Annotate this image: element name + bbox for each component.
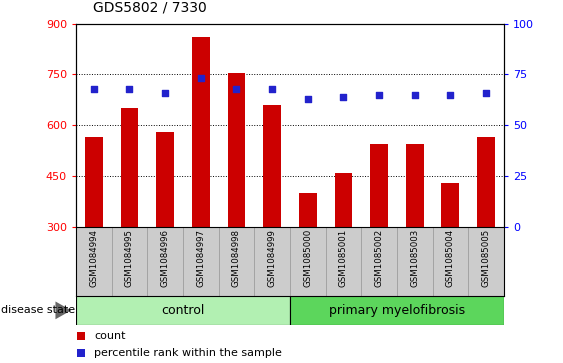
Point [125, 86, 134, 91]
Bar [263, 105, 281, 227]
Text: GSM1084998: GSM1084998 [232, 229, 241, 287]
Point [196, 76, 205, 81]
Point [339, 94, 348, 100]
Point [410, 92, 419, 98]
Text: GSM1084999: GSM1084999 [267, 229, 276, 287]
Bar [148, 227, 183, 296]
Bar [441, 183, 459, 227]
Bar [406, 144, 423, 227]
Text: GSM1085000: GSM1085000 [303, 229, 312, 287]
Text: GSM1085001: GSM1085001 [339, 229, 348, 287]
Bar [290, 296, 504, 325]
Bar [183, 227, 218, 296]
Bar [290, 227, 325, 296]
Bar [299, 193, 316, 227]
Bar [76, 296, 290, 325]
Bar [111, 227, 148, 296]
Bar [361, 227, 397, 296]
Bar [334, 173, 352, 227]
Bar [477, 137, 495, 227]
Bar [325, 227, 361, 296]
Point [303, 96, 312, 102]
Point [267, 86, 276, 91]
Polygon shape [55, 301, 71, 319]
Point [446, 92, 455, 98]
Point [90, 86, 99, 91]
Point [481, 90, 490, 95]
Text: count: count [94, 331, 126, 341]
Bar [218, 227, 254, 296]
Text: disease state: disease state [1, 305, 75, 315]
Text: percentile rank within the sample: percentile rank within the sample [94, 348, 282, 358]
Text: GSM1085003: GSM1085003 [410, 229, 419, 287]
Point [232, 86, 241, 91]
Point [247, 285, 256, 291]
Bar [432, 227, 468, 296]
Bar [397, 227, 432, 296]
Text: GSM1084996: GSM1084996 [160, 229, 169, 287]
Bar [157, 132, 174, 227]
Bar [254, 227, 290, 296]
Text: primary myelofibrosis: primary myelofibrosis [329, 304, 465, 317]
Text: GSM1085004: GSM1085004 [446, 229, 455, 287]
Text: GSM1084994: GSM1084994 [90, 229, 99, 287]
Bar [192, 37, 210, 227]
Bar [370, 144, 388, 227]
Point [374, 92, 383, 98]
Text: GSM1084997: GSM1084997 [196, 229, 205, 287]
Text: GDS5802 / 7330: GDS5802 / 7330 [93, 0, 207, 15]
Text: GSM1084995: GSM1084995 [125, 229, 134, 287]
Point [247, 131, 256, 136]
Bar [227, 73, 245, 227]
Bar [85, 137, 103, 227]
Bar [120, 108, 138, 227]
Bar [76, 227, 111, 296]
Text: control: control [161, 304, 205, 317]
Point [160, 90, 169, 95]
Bar [468, 227, 504, 296]
Text: GSM1085002: GSM1085002 [374, 229, 383, 287]
Text: GSM1085005: GSM1085005 [481, 229, 490, 287]
